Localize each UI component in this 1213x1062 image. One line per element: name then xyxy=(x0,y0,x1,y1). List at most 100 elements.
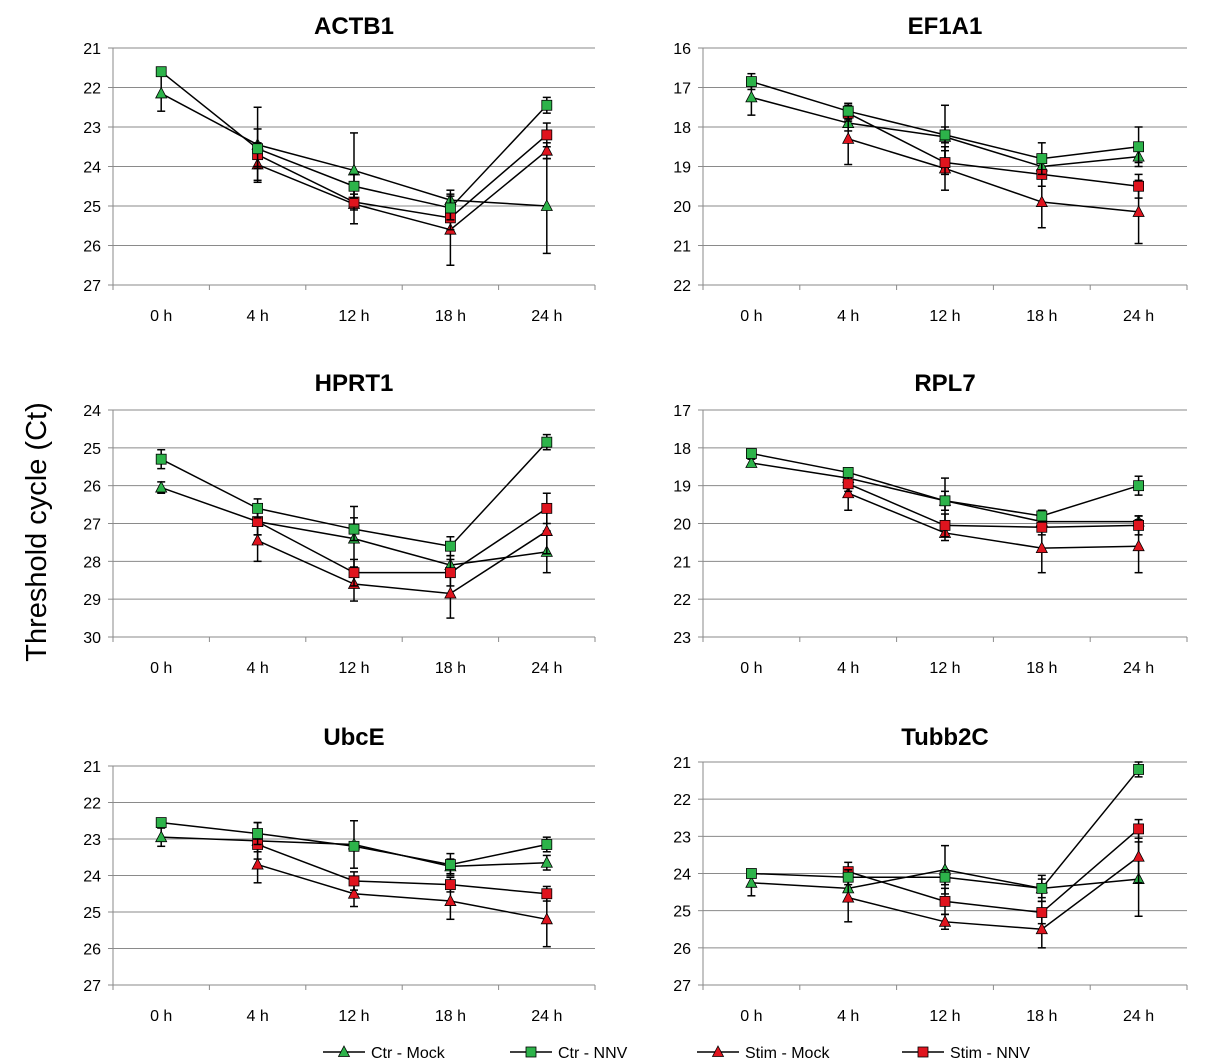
x-tick-label: 18 h xyxy=(1026,660,1057,677)
data-point xyxy=(842,871,854,883)
x-tick-label: 18 h xyxy=(435,308,466,325)
series-line xyxy=(257,843,547,895)
y-tick-label: 25 xyxy=(83,199,101,216)
data-point xyxy=(541,99,553,111)
legend-marker xyxy=(525,1046,537,1058)
x-tick-label: 0 h xyxy=(740,660,762,677)
x-tick-label: 0 h xyxy=(740,1008,762,1025)
y-tick-label: 21 xyxy=(83,41,101,58)
data-point xyxy=(1036,907,1048,918)
y-axis-label: Threshold cycle (Ct) xyxy=(21,402,53,661)
series-stim-nnv xyxy=(842,475,1144,538)
y-tick-label: 23 xyxy=(83,832,101,849)
y-tick-label: 21 xyxy=(673,554,691,571)
y-tick-label: 19 xyxy=(673,160,691,177)
y-tick-label: 21 xyxy=(673,239,691,256)
data-point xyxy=(444,202,456,214)
x-tick-label: 4 h xyxy=(837,308,859,325)
y-tick-label: 26 xyxy=(673,941,691,958)
chart-panel-ef1a1: EF1A1 16 17 18 19 20 21 22 0 h 4 h 12 h 18 h 24 h xyxy=(673,13,1188,325)
data-point xyxy=(348,523,360,535)
data-point xyxy=(1036,510,1048,522)
data-point xyxy=(444,567,456,579)
x-tick-label: 24 h xyxy=(531,308,562,325)
y-tick-label: 21 xyxy=(673,755,691,772)
x-tick-label: 4 h xyxy=(246,660,268,677)
data-point xyxy=(745,90,758,103)
chart-panel-tubb2c: Tubb2C 21 22 23 24 25 26 27 0 h 4 h 12 h 18 h 24 h xyxy=(673,724,1188,1025)
chart-panel-hprt1: HPRT1 24 25 26 27 28 29 30 0 h 4 h 12 h 18 h 24 h xyxy=(83,370,596,677)
data-point xyxy=(155,86,168,99)
x-tick-label: 24 h xyxy=(1123,660,1154,677)
legend-item: Ctr - Mock xyxy=(323,1045,446,1062)
series-stim-mock xyxy=(251,845,553,948)
x-tick-label: 0 h xyxy=(740,308,762,325)
series-line xyxy=(257,530,548,595)
y-tick-label: 20 xyxy=(673,517,691,534)
series-line xyxy=(847,828,1140,914)
data-point xyxy=(746,868,757,879)
data-point xyxy=(155,817,167,828)
data-point xyxy=(939,129,951,141)
y-tick-label: 20 xyxy=(673,199,691,216)
series-ctr-nnv xyxy=(155,433,553,557)
panel-title: Tubb2C xyxy=(901,724,989,751)
data-point xyxy=(1132,205,1145,217)
legend-marker xyxy=(711,1045,725,1057)
y-tick-label: 17 xyxy=(673,81,691,98)
x-tick-label: 24 h xyxy=(1123,308,1154,325)
series-line xyxy=(257,150,548,231)
legend-label: Ctr - NNV xyxy=(558,1045,628,1062)
x-tick-label: 18 h xyxy=(435,660,466,677)
series-ctr-nnv xyxy=(155,817,553,877)
data-point xyxy=(939,157,951,168)
x-tick-label: 4 h xyxy=(837,660,859,677)
x-tick-label: 0 h xyxy=(150,660,172,677)
series-line xyxy=(257,863,547,921)
y-tick-label: 21 xyxy=(83,759,101,776)
legend-item: Stim - NNV xyxy=(902,1045,1030,1062)
data-point xyxy=(1133,764,1144,775)
series-line xyxy=(847,138,1139,213)
data-point xyxy=(540,199,553,211)
data-point xyxy=(842,478,854,490)
data-point xyxy=(939,495,951,507)
data-point xyxy=(1132,539,1145,552)
series-stim-nnv xyxy=(252,492,553,587)
series-ctr-nnv xyxy=(155,66,553,221)
data-point xyxy=(746,76,757,87)
y-tick-label: 26 xyxy=(83,239,101,256)
y-tick-label: 19 xyxy=(673,479,691,496)
data-point xyxy=(540,524,553,536)
y-tick-label: 27 xyxy=(673,978,691,995)
data-point xyxy=(540,855,553,868)
y-tick-label: 16 xyxy=(673,41,691,58)
data-point xyxy=(1133,180,1144,192)
data-point xyxy=(1132,849,1145,862)
series-stim-mock xyxy=(842,830,1145,949)
x-tick-label: 12 h xyxy=(929,1008,960,1025)
data-point xyxy=(842,467,854,478)
y-tick-label: 27 xyxy=(83,278,101,295)
data-point xyxy=(252,828,264,839)
x-tick-label: 12 h xyxy=(338,308,369,325)
data-point xyxy=(842,131,855,144)
panel-title: RPL7 xyxy=(914,370,975,397)
data-point xyxy=(842,890,855,903)
y-tick-label: 25 xyxy=(673,904,691,921)
y-tick-label: 25 xyxy=(83,905,101,922)
data-point xyxy=(348,567,360,579)
legend-marker xyxy=(337,1045,351,1057)
data-point xyxy=(444,894,457,906)
data-point xyxy=(252,143,264,155)
series-stim-mock xyxy=(251,507,553,619)
data-point xyxy=(155,453,167,465)
data-point xyxy=(939,871,951,883)
series-ctr-nnv xyxy=(746,761,1144,899)
data-point xyxy=(1133,141,1144,153)
panel-title: ACTB1 xyxy=(314,13,394,40)
data-point xyxy=(541,436,553,448)
series-line xyxy=(847,112,1139,187)
y-tick-label: 22 xyxy=(673,592,691,609)
